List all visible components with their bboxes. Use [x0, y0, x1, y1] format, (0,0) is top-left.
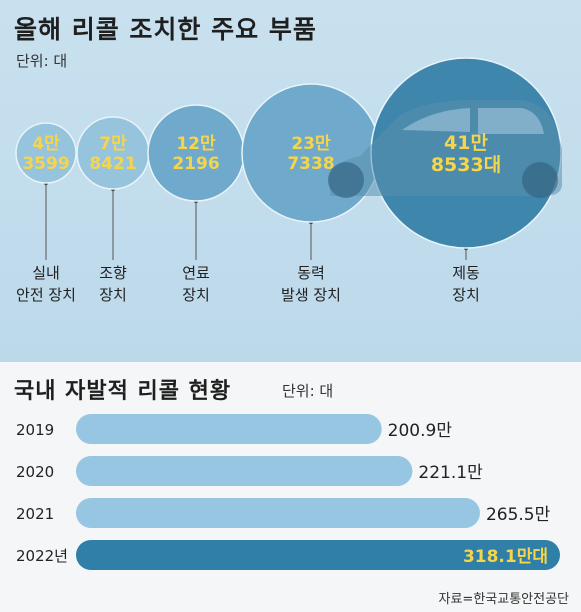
bubble-value: 7338	[287, 154, 334, 174]
bubble-value: 23만	[291, 134, 331, 154]
bar-value-label: 200.9만	[388, 421, 453, 441]
bubble-label: 장치	[182, 286, 210, 304]
bar-category-label: 2020	[16, 463, 54, 481]
recall-status-title: 국내 자발적 리콜 현황	[14, 379, 232, 404]
bubble-value: 2196	[172, 154, 219, 174]
bubble-value: 12만	[176, 134, 216, 154]
bubble-label: 장치	[452, 286, 480, 304]
bar-value-label: 265.5만	[486, 505, 551, 525]
recall-status-unit: 단위: 대	[282, 382, 334, 400]
bar-value-label: 221.1만	[418, 463, 483, 483]
bubble-value: 7만	[99, 134, 127, 154]
source-note: 자료=한국교통안전공단	[438, 592, 570, 607]
bar-category-label: 2021	[16, 505, 54, 523]
car-silhouette	[330, 100, 562, 196]
bubble-label: 조향	[99, 264, 127, 282]
bubble-label: 제동	[452, 264, 480, 282]
bubble-label: 안전 장치	[16, 286, 76, 304]
unit-label: 단위: 대	[16, 52, 68, 70]
bubble-value: 41만	[444, 132, 488, 154]
bar-value-label: 318.1만대	[463, 547, 548, 567]
bar	[76, 456, 413, 486]
bubble-label: 연료	[182, 264, 210, 282]
bar	[76, 498, 480, 528]
bar	[76, 414, 382, 444]
car-wheel-rear	[522, 162, 558, 198]
page-title: 올해 리콜 조치한 주요 부품	[14, 15, 317, 44]
bar	[76, 540, 560, 570]
bubble-label: 장치	[99, 286, 127, 304]
bubble-value: 4만	[32, 134, 60, 154]
bubble-label: 동력	[297, 264, 325, 282]
car-wheel-front	[328, 162, 364, 198]
bubble-value: 8421	[89, 154, 136, 174]
bar-category-label: 2019	[16, 421, 54, 439]
bubble-label: 발생 장치	[281, 286, 341, 304]
bar-category-label: 2022년	[16, 547, 68, 565]
car-window-rear	[478, 108, 544, 134]
bubble-value: 8533대	[431, 154, 501, 176]
car-window-front	[402, 108, 470, 132]
bubble	[15, 122, 77, 184]
bubble-label: 실내	[32, 264, 60, 282]
bubble-value: 3599	[22, 154, 69, 174]
